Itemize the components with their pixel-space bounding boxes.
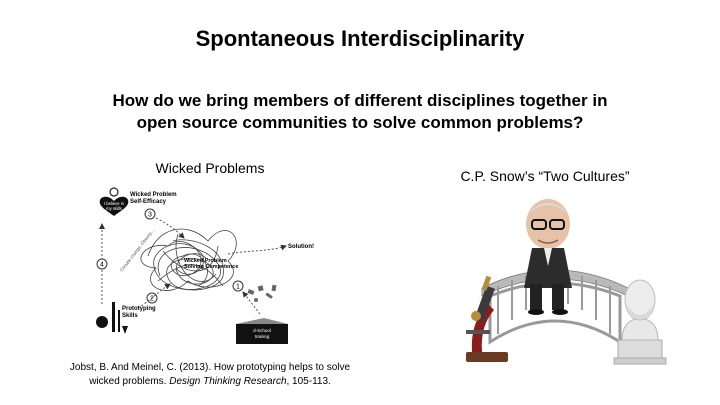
step-2: 2	[150, 296, 154, 303]
training-label-2: training	[255, 334, 270, 339]
citation-suffix: , 105-113.	[286, 376, 331, 387]
citation-line-2: wicked problems. Design Thinking Researc…	[60, 375, 360, 389]
citation: Jobst, B. And Meinel, C. (2013). How pro…	[60, 361, 360, 389]
solution-label: Solution!	[288, 244, 314, 250]
man-figure-icon	[524, 199, 572, 315]
heart-text-1: I believe in	[104, 201, 125, 206]
slide-title: Spontaneous Interdisciplinarity	[195, 26, 525, 51]
prototyping-tools-icon	[96, 302, 128, 334]
citation-prefix: wicked problems.	[89, 376, 170, 387]
slide-question: How do we bring members of different dis…	[60, 90, 660, 134]
competence-label-1: Wicked Problem	[184, 258, 227, 264]
prototyping-label-2: Skills	[122, 313, 138, 319]
step-3: 3	[148, 212, 152, 219]
citation-journal: Design Thinking Research	[169, 376, 287, 387]
bust-icon	[613, 279, 667, 365]
citation-line-1: Jobst, B. And Meinel, C. (2013). How pro…	[69, 362, 351, 373]
heart-icon: I believe in my skills	[99, 187, 129, 216]
wicked-problems-label: Wicked Problems	[155, 160, 265, 176]
step-4: 4	[100, 262, 104, 269]
question-line-1: How do we bring members of different dis…	[112, 91, 608, 110]
microscope-icon	[466, 275, 508, 362]
question-line-2: open source communities to solve common …	[136, 113, 584, 132]
competence-label-2: Solving Competence	[184, 264, 238, 270]
wicked-problems-diagram: I believe in my skills Wicked Problem Se…	[96, 187, 314, 344]
heart-text-2: my skills	[106, 206, 122, 211]
self-efficacy-label-2: Self-Efficacy	[130, 199, 167, 205]
self-efficacy-label-1: Wicked Problem	[130, 192, 177, 198]
training-box-icon: d-School training	[236, 318, 288, 344]
two-cultures-illustration	[466, 199, 667, 365]
two-cultures-label: C.P. Snow’s “Two Cultures”	[460, 168, 630, 184]
tools-icon	[247, 284, 277, 302]
training-label-1: d-School	[253, 328, 271, 333]
step-1: 1	[236, 284, 240, 291]
scribble-icon	[140, 228, 237, 291]
prototyping-label-1: Prototyping	[122, 306, 156, 312]
